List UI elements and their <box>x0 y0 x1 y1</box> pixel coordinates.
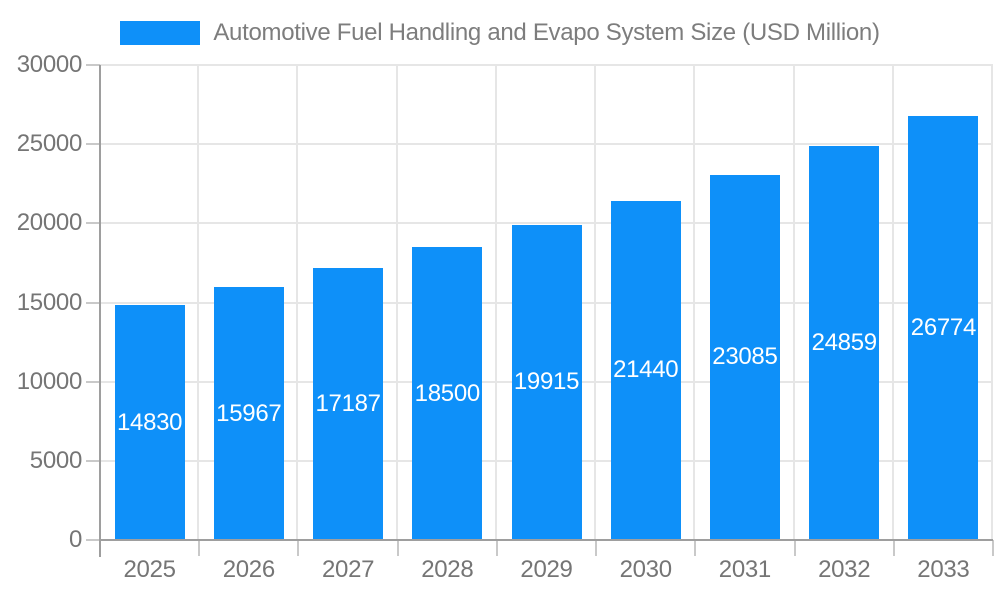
bar-value-label: 19915 <box>513 368 580 396</box>
y-axis-tick <box>86 380 100 383</box>
x-axis-tick-label: 2025 <box>123 556 176 583</box>
bar[interactable]: 21440 <box>610 200 681 540</box>
y-axis-tick <box>86 143 100 146</box>
x-axis-tick <box>992 540 994 556</box>
x-axis-tick-label: 2027 <box>321 556 375 583</box>
x-axis-tick <box>396 540 399 556</box>
x-axis-tick-label: 2026 <box>222 556 276 583</box>
bar[interactable]: 24859 <box>809 146 880 540</box>
x-axis-tick <box>198 540 201 556</box>
plot-area: 14830 15967 17187 18500 19915 21440 23085 24859… <box>100 64 993 540</box>
y-axis-tick <box>86 301 100 304</box>
x-axis-tick-label: 2030 <box>619 556 673 583</box>
v-gridline <box>197 65 200 540</box>
y-axis-tick-label: 0 <box>68 526 82 553</box>
v-gridline <box>395 65 398 540</box>
x-axis-tick-label: 2028 <box>421 556 474 583</box>
bar-value-label: 23085 <box>712 343 778 371</box>
x-axis-tick <box>595 540 598 556</box>
bar-value-label: 14830 <box>116 408 183 436</box>
h-gridline <box>100 143 993 146</box>
bar-value-label: 24859 <box>811 329 878 357</box>
x-axis-tick <box>297 540 300 556</box>
bar-value-label: 15967 <box>216 399 282 427</box>
bar-value-label: 18500 <box>414 379 481 407</box>
h-gridline <box>100 222 993 225</box>
bar[interactable]: 14830 <box>114 305 185 540</box>
v-gridline <box>891 65 894 540</box>
bar[interactable]: 15967 <box>213 287 284 540</box>
h-gridline <box>100 64 993 66</box>
bar-value-label: 21440 <box>613 356 679 384</box>
bar-value-label: 26774 <box>910 314 977 342</box>
v-gridline <box>494 65 497 540</box>
x-axis-tick <box>495 540 498 556</box>
y-axis-tick-label: 20000 <box>16 209 83 237</box>
x-axis-tick-label: 2031 <box>718 556 772 583</box>
x-axis-tick-label: 2029 <box>520 556 573 583</box>
x-axis-tick <box>793 540 796 556</box>
y-axis-tick <box>86 539 100 541</box>
bar[interactable]: 17187 <box>313 267 384 540</box>
bar[interactable]: 23085 <box>709 174 780 540</box>
y-axis-tick <box>86 64 100 66</box>
y-axis-tick-label: 10000 <box>16 367 83 395</box>
y-axis-tick-label: 15000 <box>16 288 83 316</box>
y-axis-tick-label: 30000 <box>16 51 83 78</box>
v-gridline <box>693 65 696 540</box>
v-gridline <box>991 65 993 540</box>
legend-swatch <box>120 21 201 45</box>
v-gridline <box>594 65 597 540</box>
x-axis-line <box>100 539 993 541</box>
bar[interactable]: 18500 <box>412 247 483 540</box>
y-axis-tick <box>86 222 100 225</box>
x-axis-tick-label: 2032 <box>818 556 871 583</box>
bar[interactable]: 26774 <box>908 116 979 540</box>
bar-value-label: 17187 <box>315 389 381 417</box>
y-axis-tick <box>86 459 100 462</box>
legend[interactable]: Automotive Fuel Handling and Evapo Syste… <box>0 20 1000 46</box>
y-axis-line <box>99 65 101 557</box>
bar[interactable]: 19915 <box>511 224 582 540</box>
y-axis-tick-label: 5000 <box>29 446 83 474</box>
x-axis-tick <box>892 540 895 556</box>
legend-label: Automotive Fuel Handling and Evapo Syste… <box>213 19 880 46</box>
v-gridline <box>792 65 795 540</box>
x-axis-tick <box>694 540 697 556</box>
y-axis-tick-label: 25000 <box>16 130 83 158</box>
x-axis-tick-label: 2033 <box>917 556 970 583</box>
v-gridline <box>296 65 299 540</box>
